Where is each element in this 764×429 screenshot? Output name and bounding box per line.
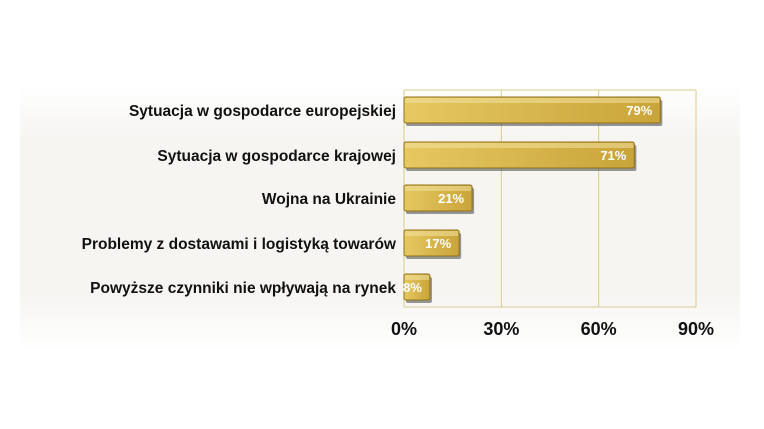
- bars: 79% 71% 21% 17% 8%: [403, 96, 663, 303]
- category-labels: Sytuacja w gospodarce europejskiej Sytuac…: [82, 103, 397, 297]
- data-label: 21%: [438, 191, 464, 206]
- plot-background: [20, 85, 740, 350]
- x-tick-label: 30%: [483, 319, 519, 339]
- category-label: Powyższe czynniki nie wpływają na rynek: [90, 280, 396, 297]
- category-label: Problemy z dostawami i logistyką towarów: [82, 236, 397, 253]
- data-label: 17%: [425, 236, 451, 251]
- bar-highlight: [405, 143, 634, 148]
- x-tick-label: 90%: [678, 319, 714, 339]
- data-label: 71%: [600, 148, 626, 163]
- category-label: Sytuacja w gospodarce europejskiej: [129, 103, 396, 120]
- bar-highlight: [405, 98, 660, 103]
- bar-3: [403, 229, 460, 257]
- x-tick-label: 60%: [581, 319, 617, 339]
- gridlines: [403, 89, 697, 308]
- bar-0: [403, 96, 661, 124]
- data-label: 8%: [403, 280, 422, 295]
- x-tick-label: 0%: [391, 319, 417, 339]
- bar-1: [403, 141, 635, 169]
- bar-highlight: [405, 186, 472, 191]
- bar-4: [403, 273, 431, 301]
- category-label: Sytuacja w gospodarce krajowej: [157, 148, 396, 165]
- x-axis-tick-labels: 0% 30% 60% 90%: [391, 319, 714, 339]
- data-label: 79%: [626, 103, 652, 118]
- bar-highlight: [405, 231, 459, 236]
- bar-2: [403, 184, 473, 212]
- bar-highlight: [405, 275, 429, 280]
- category-label: Wojna na Ukrainie: [262, 191, 396, 208]
